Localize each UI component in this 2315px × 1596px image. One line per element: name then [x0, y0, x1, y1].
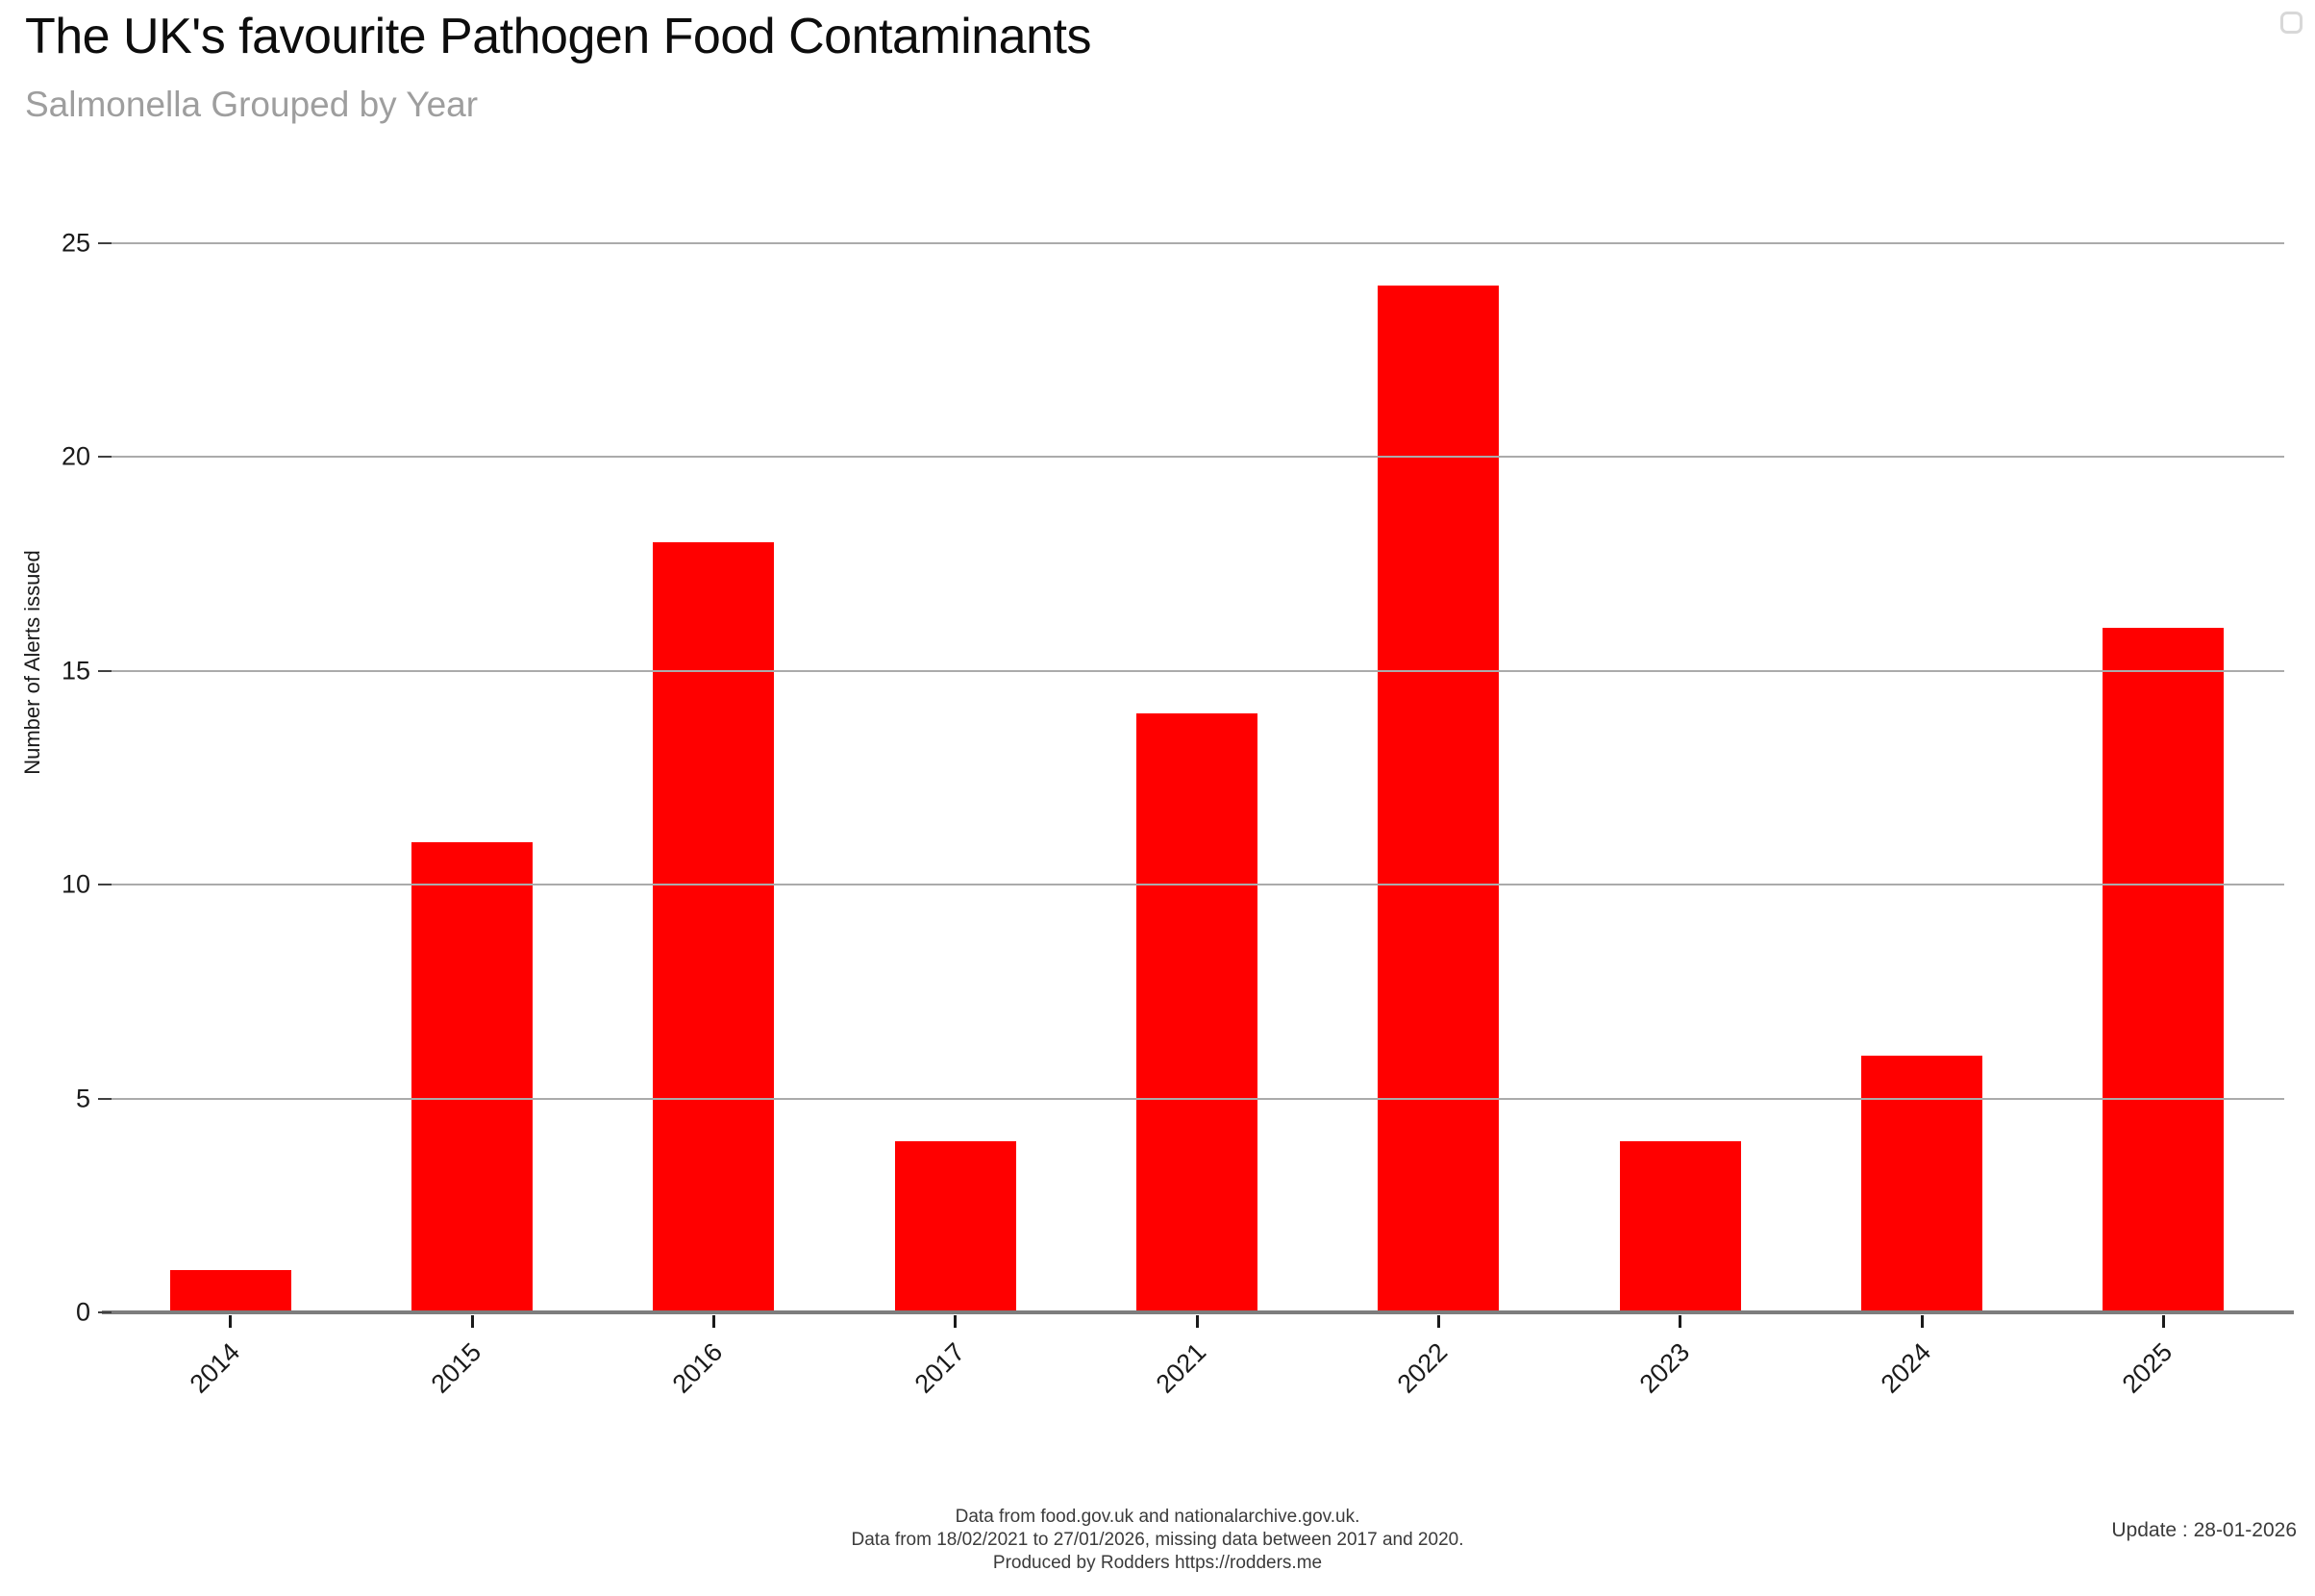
- y-tick-label-0: 0: [75, 1297, 90, 1327]
- y-axis-title: Number of Alerts issued: [20, 550, 44, 775]
- gridline-25: [110, 242, 2284, 244]
- y-tick-label-15: 15: [61, 656, 90, 686]
- gridline-5: [110, 1097, 2284, 1100]
- bar-2021[interactable]: [1136, 713, 1257, 1312]
- x-tick-label-text-2024: 2024: [1875, 1337, 1937, 1399]
- x-tick-label-text-2025: 2025: [2116, 1337, 2178, 1399]
- x-tick-label-text-2017: 2017: [909, 1337, 970, 1399]
- bar-2023[interactable]: [1619, 1141, 1741, 1312]
- y-axis-tick-0: [98, 1311, 112, 1313]
- x-axis-tick-2016: [711, 1315, 715, 1328]
- y-axis-tick-25: [98, 242, 112, 244]
- plot-area: 0 5 10 15 20 25 2014 2015 2016 2017 2021 2022 2023 20…: [62, 229, 2294, 1399]
- bar-2016[interactable]: [653, 542, 775, 1312]
- x-axis-line: [102, 1310, 2294, 1314]
- footer-line-producer: Produced by Rodders https://rodders.me: [992, 1553, 1323, 1573]
- gridline-20: [110, 456, 2284, 459]
- x-axis-tick-2024: [1920, 1315, 1924, 1328]
- y-axis-tick-5: [98, 1097, 112, 1100]
- x-tick-label-text-2016: 2016: [666, 1337, 729, 1399]
- x-axis-tick-2022: [1436, 1315, 1440, 1328]
- bar-2015[interactable]: [411, 841, 533, 1312]
- y-tick-label-25: 25: [61, 228, 90, 258]
- gridline-15: [110, 669, 2284, 672]
- x-tick-label-text-2014: 2014: [184, 1337, 245, 1399]
- x-tick-label-text-2021: 2021: [1150, 1337, 1212, 1399]
- bar-2022[interactable]: [1378, 286, 1500, 1312]
- y-tick-label-10: 10: [61, 869, 90, 899]
- x-axis-tick-2017: [954, 1315, 958, 1328]
- x-axis-tick-2023: [1679, 1315, 1682, 1328]
- chart-subtitle: Salmonella Grouped by Year: [25, 85, 479, 124]
- y-axis-tick-20: [98, 456, 112, 459]
- bar-2025[interactable]: [2103, 628, 2225, 1312]
- x-axis-tick-2015: [470, 1315, 474, 1328]
- y-tick-label-20: 20: [61, 441, 90, 471]
- x-axis-tick-2021: [1195, 1315, 1199, 1328]
- bar-2014[interactable]: [169, 1269, 291, 1312]
- footer-line-range: Data from 18/02/2021 to 27/01/2026, miss…: [851, 1530, 1464, 1550]
- footer-credits: Data from food.gov.uk and nationalarchiv…: [0, 1506, 2315, 1575]
- y-axis-tick-10: [98, 884, 112, 886]
- footer-line-sources: Data from food.gov.uk and nationalarchiv…: [955, 1507, 1360, 1527]
- gridline-10: [110, 884, 2284, 886]
- bar-2017[interactable]: [894, 1141, 1016, 1312]
- x-axis-tick-2025: [2161, 1315, 2165, 1328]
- bar-2024[interactable]: [1861, 1056, 1982, 1312]
- x-axis-tick-2014: [229, 1315, 233, 1328]
- update-date: Update : 28-01-2026: [2111, 1519, 2297, 1541]
- y-axis-tick-15: [98, 669, 112, 672]
- legend-toggle-icon[interactable]: [2280, 12, 2303, 34]
- x-tick-label-text-2015: 2015: [425, 1337, 487, 1399]
- y-tick-label-5: 5: [75, 1084, 90, 1113]
- x-tick-label-text-2023: 2023: [1633, 1337, 1695, 1399]
- x-tick-label-text-2022: 2022: [1391, 1337, 1454, 1399]
- chart-title: The UK's favourite Pathogen Food Contami…: [25, 9, 1091, 64]
